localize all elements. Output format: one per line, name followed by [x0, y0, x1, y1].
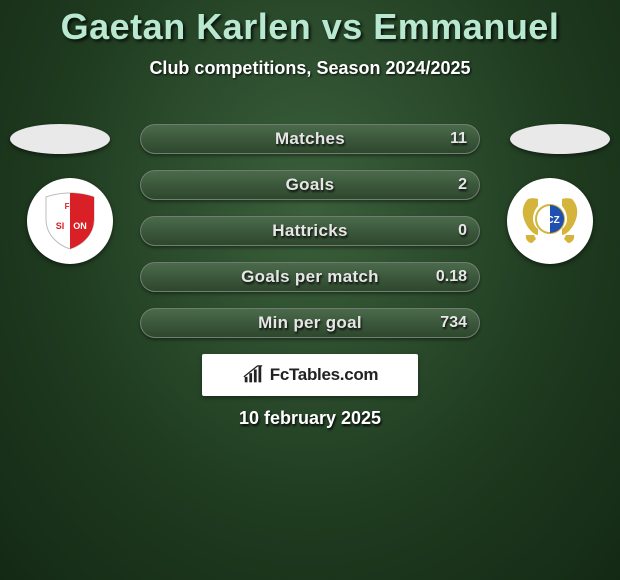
brand-box: FcTables.com [202, 354, 418, 396]
stat-label: Hattricks [272, 221, 347, 241]
stat-value-right: 734 [440, 314, 467, 332]
date: 10 february 2025 [0, 408, 620, 429]
svg-text:FC: FC [65, 202, 76, 211]
fc-zurich-logo-icon: FCZ [514, 185, 586, 257]
stat-row-matches: Matches 11 [140, 124, 480, 154]
player-photo-right [510, 124, 610, 154]
stat-label: Goals per match [241, 267, 379, 287]
svg-text:FCZ: FCZ [540, 215, 559, 226]
player-photo-left [10, 124, 110, 154]
stat-row-hattricks: Hattricks 0 [140, 216, 480, 246]
page-title: Gaetan Karlen vs Emmanuel [0, 0, 620, 48]
bar-chart-icon [242, 364, 264, 386]
stat-value-right: 11 [450, 130, 467, 148]
stats-container: Matches 11 Goals 2 Hattricks 0 Goals per… [140, 124, 480, 354]
stat-label: Goals [286, 175, 335, 195]
stat-value-right: 0 [458, 222, 467, 240]
svg-text:ON: ON [73, 221, 87, 231]
stat-label: Matches [275, 129, 345, 149]
stat-label: Min per goal [258, 313, 362, 333]
club-badge-right: FCZ [507, 178, 593, 264]
stat-value-right: 0.18 [436, 268, 467, 286]
club-badge-left: FC SI ON [27, 178, 113, 264]
stat-row-goals-per-match: Goals per match 0.18 [140, 262, 480, 292]
subtitle: Club competitions, Season 2024/2025 [0, 58, 620, 79]
stat-value-right: 2 [458, 176, 467, 194]
stat-row-goals: Goals 2 [140, 170, 480, 200]
brand-text: FcTables.com [270, 365, 379, 385]
svg-text:SI: SI [56, 221, 65, 231]
stat-row-min-per-goal: Min per goal 734 [140, 308, 480, 338]
fc-sion-logo-icon: FC SI ON [38, 189, 102, 253]
